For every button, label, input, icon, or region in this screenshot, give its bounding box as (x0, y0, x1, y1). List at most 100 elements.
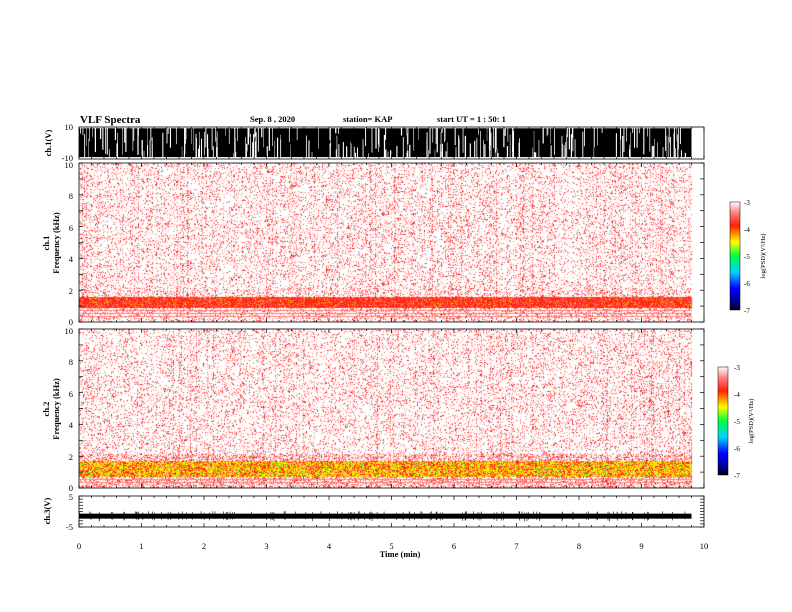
ch1-waveform-gap (82, 128, 84, 136)
ch3-waveform-spike (466, 511, 467, 519)
ch3-waveform-spike (295, 511, 296, 519)
ch3-waveform-panel: 5 -5 ch.3(V) (42, 492, 705, 532)
ch1-colorbar-ticks: -3 -4 -5 -6 -7 (744, 199, 750, 315)
ch2-cb-tick-m5: -5 (734, 418, 740, 426)
ch3-waveform-spike (353, 512, 355, 521)
ch1-waveform-gap (454, 128, 456, 146)
ch1-waveform-gap (436, 128, 438, 153)
ch1-ytick-10: 10 (65, 160, 74, 170)
ch1-waveform-gap (125, 128, 127, 152)
ch3-waveform-spike (616, 511, 618, 521)
ch1-waveform-gap (167, 128, 169, 134)
ch1-waveform-gap (296, 128, 298, 141)
ch1-waveform-gap (638, 128, 640, 134)
ch1-waveform-gap (247, 128, 250, 145)
ch3-waveform-spike (350, 512, 351, 520)
ch1-waveform-gap (512, 128, 513, 152)
ch1-waveform-gap (407, 150, 409, 158)
ch1-waveform-gap (668, 137, 669, 158)
ch1-waveform-gap (143, 150, 145, 158)
ch1-waveform-gap (184, 128, 186, 151)
ch3-waveform-spike (518, 511, 520, 519)
ch2-colorbar-label: log(PSD)(V²/Hz) (748, 399, 755, 444)
ch1-waveform-gap (665, 128, 667, 151)
ch1-waveform-gap (649, 128, 651, 152)
ch3-waveform-spike (348, 512, 350, 521)
ch3-waveform-spike (371, 512, 373, 521)
ch1-waveform-gap (368, 153, 369, 158)
ch1-waveform-gap (385, 128, 387, 140)
ch1-waveform-gap (362, 139, 364, 158)
ch3-waveform-spike (396, 512, 398, 521)
ch3-waveform-spike (154, 512, 155, 521)
ch1-freq-tick-labels: 0 2 4 6 8 10 (65, 160, 74, 327)
ch1-waveform-gap (478, 128, 479, 135)
ch3-waveform-spike (597, 511, 598, 520)
ch1-waveform-gap (443, 128, 445, 143)
ch1-ytick-4: 4 (69, 254, 74, 264)
ch3-waveform-spike (493, 512, 495, 520)
ch3-waveform-spike (283, 511, 285, 519)
ch1-waveform-gap (274, 140, 276, 158)
ch1-waveform-gap (375, 128, 377, 149)
ch1-waveform-gap (647, 128, 649, 137)
ch1-waveform-gap (371, 128, 373, 153)
ch3-waveform-spike (402, 512, 404, 521)
ch2-spectrogram-ylabel-channel: ch.2 (41, 402, 51, 417)
ch1-waveform-gap (504, 128, 506, 136)
ch1-waveform-gap (469, 143, 471, 158)
ch3-waveform-spike (586, 512, 587, 520)
ch1-waveform-gap (435, 128, 437, 145)
ch2-cb-tick-m6: -6 (734, 445, 740, 453)
ch1-waveform-gap (308, 140, 310, 158)
ch1-waveform-gap (338, 144, 340, 158)
ch1-waveform-gap (216, 147, 218, 158)
ch1-waveform-gap (568, 128, 570, 150)
ch3-waveform-spike (429, 512, 431, 521)
ch3-waveform-spike (272, 512, 274, 520)
station-label: station= KAP (343, 114, 392, 124)
ch3-waveform-spike (521, 511, 523, 519)
ch1-waveform-gap (203, 131, 205, 158)
ch1-waveform-gap (643, 128, 645, 155)
ch1-waveform-gap (489, 128, 491, 146)
ch1-waveform-gap (280, 139, 282, 158)
ch1-spectrogram-ylabel-channel: ch.1 (41, 236, 51, 251)
ch1-waveform-gap (441, 143, 443, 158)
ch1-waveform-gap (402, 137, 404, 158)
ch3-waveform-spike (351, 512, 353, 521)
ch3-ytick-top: 5 (69, 492, 73, 502)
ch1-waveform-gap (94, 128, 96, 153)
ch1-waveform-gap (195, 138, 197, 158)
ch2-freq-tick-labels: 0 2 4 6 8 10 (65, 326, 74, 493)
ch1-cb-tick-m5: -5 (744, 253, 750, 261)
ch3-waveform-spike (442, 512, 443, 520)
ch1-waveform-gap (235, 151, 237, 158)
ch1-waveform-gap (252, 142, 254, 158)
ch1-waveform-gap (132, 128, 134, 151)
x-tick-label: 1 (139, 541, 143, 551)
ch1-waveform-gap (237, 128, 239, 142)
ch3-waveform-ylabel: ch.3(V) (42, 497, 52, 524)
ch1-waveform-gap (495, 128, 497, 153)
ch1-waveform-gap (628, 144, 630, 158)
ch3-waveform-spike (613, 511, 614, 519)
ch3-waveform-spike (420, 511, 422, 520)
ch3-waveform-spike (376, 512, 378, 520)
ch1-waveform-gap (390, 150, 392, 158)
ch3-waveform-spike (528, 512, 529, 520)
ch3-waveform-spike (672, 511, 673, 521)
ch1-cb-tick-m6: -6 (744, 280, 750, 288)
ch1-waveform-gap (255, 128, 256, 137)
ch3-waveform-envelope (79, 513, 692, 519)
ch3-waveform-spike (284, 511, 286, 521)
ch1-waveform-gap (288, 128, 290, 143)
ch1-waveform-gap (583, 128, 585, 147)
ch1-waveform-gap (99, 128, 102, 140)
ch1-waveform-gap (80, 128, 82, 134)
ch1-waveform-gap (378, 128, 379, 152)
ch1-waveform-gap (674, 148, 676, 158)
ch3-waveform-trace (79, 511, 692, 522)
ch1-waveform-gap (329, 128, 331, 141)
